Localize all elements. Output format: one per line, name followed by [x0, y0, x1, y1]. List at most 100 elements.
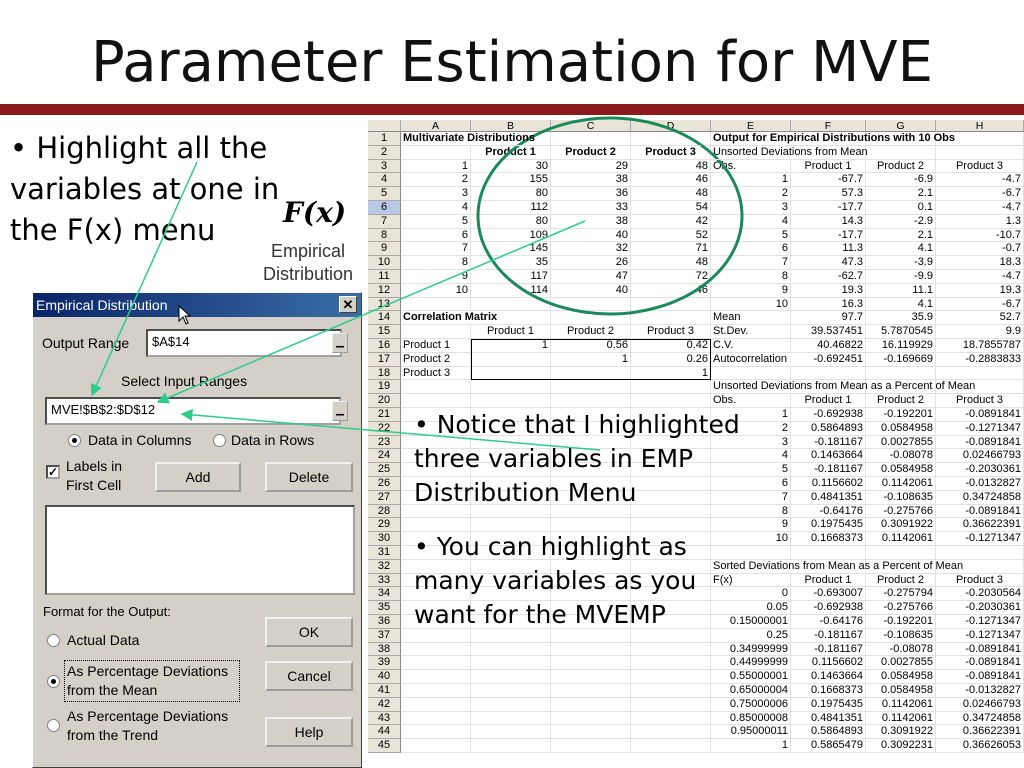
table-cell[interactable]: 4	[711, 214, 791, 229]
row-header[interactable]: 32	[368, 559, 401, 574]
table-cell[interactable]: Obs.	[711, 394, 791, 408]
table-cell[interactable]: 0.34724858	[936, 490, 1024, 505]
table-cell[interactable]: Product 1	[791, 394, 866, 408]
column-header-b[interactable]: B	[471, 120, 551, 132]
row-header[interactable]: 7	[368, 214, 401, 229]
table-cell[interactable]: -0.1271347	[936, 615, 1024, 629]
table-cell[interactable]	[471, 670, 551, 684]
table-cell[interactable]	[936, 546, 1024, 560]
table-cell[interactable]	[631, 421, 711, 436]
row-header[interactable]: 42	[368, 697, 401, 712]
table-cell[interactable]: 2.1	[866, 187, 936, 201]
table-cell[interactable]: -0.181167	[791, 642, 866, 657]
table-cell[interactable]	[551, 656, 631, 671]
table-cell[interactable]: -0.0891841	[936, 642, 1024, 657]
table-cell[interactable]: 5	[711, 463, 791, 477]
table-cell[interactable]: -0.08078	[866, 449, 936, 464]
table-cell[interactable]: 18.7855787	[936, 339, 1024, 353]
table-cell[interactable]	[401, 573, 471, 588]
table-cell[interactable]	[631, 546, 711, 560]
row-header[interactable]: 8	[368, 228, 401, 243]
table-cell[interactable]	[401, 518, 471, 533]
table-cell[interactable]	[471, 684, 551, 698]
table-cell[interactable]: 7	[711, 256, 791, 270]
table-cell[interactable]: 29	[551, 159, 631, 174]
table-cell[interactable]	[551, 477, 631, 491]
table-cell[interactable]	[631, 684, 711, 698]
table-cell[interactable]: 48	[631, 256, 711, 270]
table-cell[interactable]: 8	[401, 256, 471, 270]
table-cell[interactable]	[401, 725, 471, 740]
table-cell[interactable]: 0.02466793	[936, 449, 1024, 464]
table-cell[interactable]	[401, 615, 471, 629]
table-cell[interactable]: 10	[711, 532, 791, 546]
table-cell[interactable]: 10	[711, 297, 791, 312]
row-header[interactable]: 21	[368, 408, 401, 422]
table-cell[interactable]: 0.1463664	[791, 670, 866, 684]
table-cell[interactable]: 0.5865479	[791, 739, 866, 753]
table-cell[interactable]	[401, 394, 471, 408]
table-cell[interactable]	[711, 546, 791, 560]
table-cell[interactable]: Mean	[711, 311, 791, 326]
row-header[interactable]: 41	[368, 684, 401, 698]
row-header[interactable]: 3	[368, 159, 401, 174]
row-header[interactable]: 31	[368, 546, 401, 560]
row-header[interactable]: 34	[368, 587, 401, 602]
table-cell[interactable]: -2.9	[866, 214, 936, 229]
table-cell[interactable]: 5	[401, 214, 471, 229]
row-header[interactable]: 4	[368, 173, 401, 188]
table-cell[interactable]	[551, 297, 631, 312]
row-header[interactable]: 10	[368, 256, 401, 270]
table-cell[interactable]	[631, 656, 711, 671]
table-cell[interactable]	[471, 297, 551, 312]
table-cell[interactable]	[551, 518, 631, 533]
table-cell[interactable]	[551, 670, 631, 684]
table-cell[interactable]: 0.4841351	[791, 711, 866, 726]
table-cell[interactable]	[551, 490, 631, 505]
table-cell[interactable]: 6	[401, 228, 471, 243]
table-cell[interactable]: 57.3	[791, 187, 866, 201]
table-cell[interactable]: 0.44999999	[711, 656, 791, 671]
table-cell[interactable]: Product 1	[471, 145, 551, 160]
table-cell[interactable]	[631, 559, 711, 574]
table-cell[interactable]: -0.181167	[791, 463, 866, 477]
table-cell[interactable]	[401, 587, 471, 602]
table-cell[interactable]	[401, 477, 471, 491]
table-cell[interactable]: 38	[551, 214, 631, 229]
table-cell[interactable]	[401, 697, 471, 712]
table-cell[interactable]: -0.692938	[791, 408, 866, 422]
row-header[interactable]: 27	[368, 490, 401, 505]
table-cell[interactable]: 7	[401, 242, 471, 257]
row-header[interactable]: 26	[368, 477, 401, 491]
table-cell[interactable]: 46	[631, 173, 711, 188]
table-cell[interactable]: Product 2	[551, 325, 631, 339]
table-cell[interactable]	[631, 739, 711, 753]
table-cell[interactable]	[401, 325, 471, 339]
table-cell[interactable]: -0.1271347	[936, 421, 1024, 436]
table-cell[interactable]	[631, 670, 711, 684]
table-cell[interactable]: -0.0891841	[936, 435, 1024, 450]
table-cell[interactable]: Product 2	[866, 394, 936, 408]
table-cell[interactable]: 0.34999999	[711, 642, 791, 657]
table-cell[interactable]: 6	[711, 477, 791, 491]
table-cell[interactable]: -0.2030361	[936, 463, 1024, 477]
table-cell[interactable]: 71	[631, 242, 711, 257]
row-header[interactable]: 39	[368, 656, 401, 671]
row-header[interactable]: 15	[368, 325, 401, 339]
column-header-e[interactable]: E	[711, 120, 791, 132]
help-button[interactable]: Help	[265, 717, 353, 747]
table-cell[interactable]	[631, 463, 711, 477]
table-cell[interactable]: 155	[471, 173, 551, 188]
row-header[interactable]: 24	[368, 449, 401, 464]
table-cell[interactable]	[401, 145, 471, 160]
row-header[interactable]: 2	[368, 145, 401, 160]
table-cell[interactable]: 9	[401, 270, 471, 284]
table-cell[interactable]: Product 2	[866, 573, 936, 588]
table-cell[interactable]	[471, 352, 551, 367]
table-cell[interactable]	[631, 449, 711, 464]
table-cell[interactable]: 0.1668373	[791, 684, 866, 698]
table-cell[interactable]	[631, 711, 711, 726]
row-header[interactable]: 28	[368, 504, 401, 519]
row-header[interactable]: 35	[368, 601, 401, 615]
table-cell[interactable]	[791, 546, 866, 560]
